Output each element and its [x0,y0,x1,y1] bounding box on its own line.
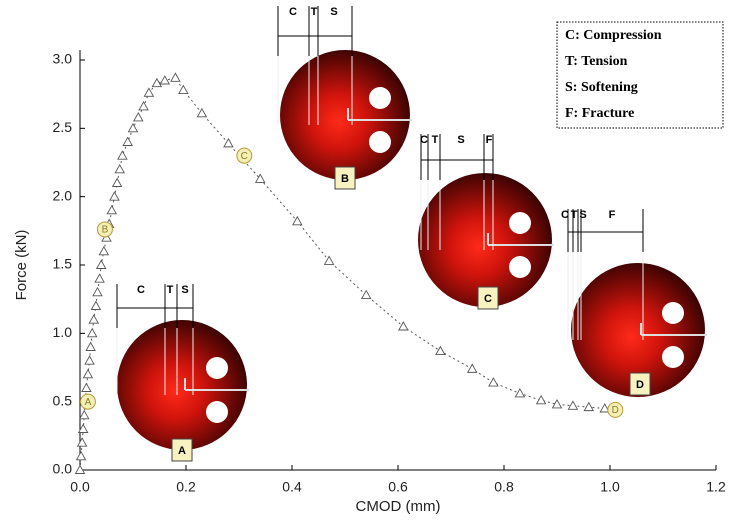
triangle-marker [129,124,138,132]
triangle-marker [537,396,546,404]
triangle-marker [86,343,95,351]
triangle-marker [325,256,334,264]
triangle-marker [197,109,206,117]
hole [509,212,531,234]
dim-label: S [457,134,464,146]
triangle-marker [115,165,124,173]
hole [206,357,228,379]
triangle-marker [160,76,169,84]
point-label: C [241,151,248,162]
point-label: A [85,397,92,408]
triangle-marker [97,261,106,269]
triangle-marker [78,438,87,446]
triangle-marker [123,138,132,146]
triangle-marker [89,315,98,323]
triangle-marker [515,389,524,397]
dim-label: C [420,134,428,146]
triangle-marker [584,403,593,411]
dim-label: T [432,134,439,146]
dim-label: S [330,6,337,18]
point-label: D [612,405,619,416]
triangle-marker [118,151,127,159]
x-tick-label: 1.2 [706,479,726,495]
hole [369,131,391,153]
specimen [280,50,410,180]
triangle-marker [139,102,148,110]
specimen-label: D [636,379,644,391]
triangle-marker [82,384,91,392]
triangle-marker [88,329,97,337]
triangle-marker [99,247,108,255]
triangle-marker [85,356,94,364]
triangle-marker [171,73,180,81]
triangle-marker [77,452,86,460]
triangle-marker [489,378,498,386]
triangle-marker [113,179,122,187]
hole [206,401,228,423]
x-tick-label: 1.0 [600,479,620,495]
dim-label: C [561,209,569,221]
specimen [117,320,247,450]
point-label: B [102,225,109,236]
dim-label: S [181,284,188,296]
dim-label: S [579,209,586,221]
triangle-marker [107,206,116,214]
hole [509,256,531,278]
triangle-marker [436,347,445,355]
triangle-marker [362,291,371,299]
specimen-label: A [178,445,186,457]
x-axis-title: CMOD (mm) [356,498,441,515]
dim-label: T [571,209,578,221]
x-tick-label: 0.0 [70,479,90,495]
legend-entry: S: Softening [565,80,638,95]
triangle-marker [80,411,89,419]
triangle-marker [468,364,477,372]
legend-entry: T: Tension [565,54,628,69]
y-tick-label: 1.5 [53,256,73,272]
triangle-marker [568,401,577,409]
y-tick-label: 2.5 [53,119,73,135]
dim-label: T [167,284,174,296]
hole [662,346,684,368]
dim-label: C [289,6,297,18]
legend-entry: C: Compression [565,28,662,43]
triangle-marker [83,370,92,378]
x-tick-label: 0.4 [282,479,302,495]
x-tick-label: 0.2 [176,479,196,495]
specimen-label: B [341,173,349,185]
dim-label: C [137,284,145,296]
dim-label: F [609,209,616,221]
specimen-label: C [484,293,492,305]
triangle-marker [93,288,102,296]
triangle-marker [134,113,143,121]
dim-label: F [486,134,493,146]
dim-label: T [311,6,318,18]
hole [369,87,391,109]
x-tick-label: 0.8 [494,479,514,495]
y-axis-title: Force (kN) [13,230,30,301]
y-tick-label: 0.0 [53,461,73,477]
triangle-marker [179,86,188,94]
legend-entry: F: Fracture [565,106,634,121]
y-tick-label: 3.0 [53,51,73,67]
y-tick-label: 0.5 [53,392,73,408]
triangle-marker [91,302,100,310]
y-tick-label: 2.0 [53,187,73,203]
hole [662,302,684,324]
triangle-marker [224,139,233,147]
triangle-marker [110,192,119,200]
triangle-marker [95,274,104,282]
triangle-marker [152,79,161,87]
chart: CMOD (mm) Force (kN) CTSACTSBCTSFCCTSFD0… [0,0,730,523]
y-tick-label: 1.0 [53,324,73,340]
x-tick-label: 0.6 [388,479,408,495]
